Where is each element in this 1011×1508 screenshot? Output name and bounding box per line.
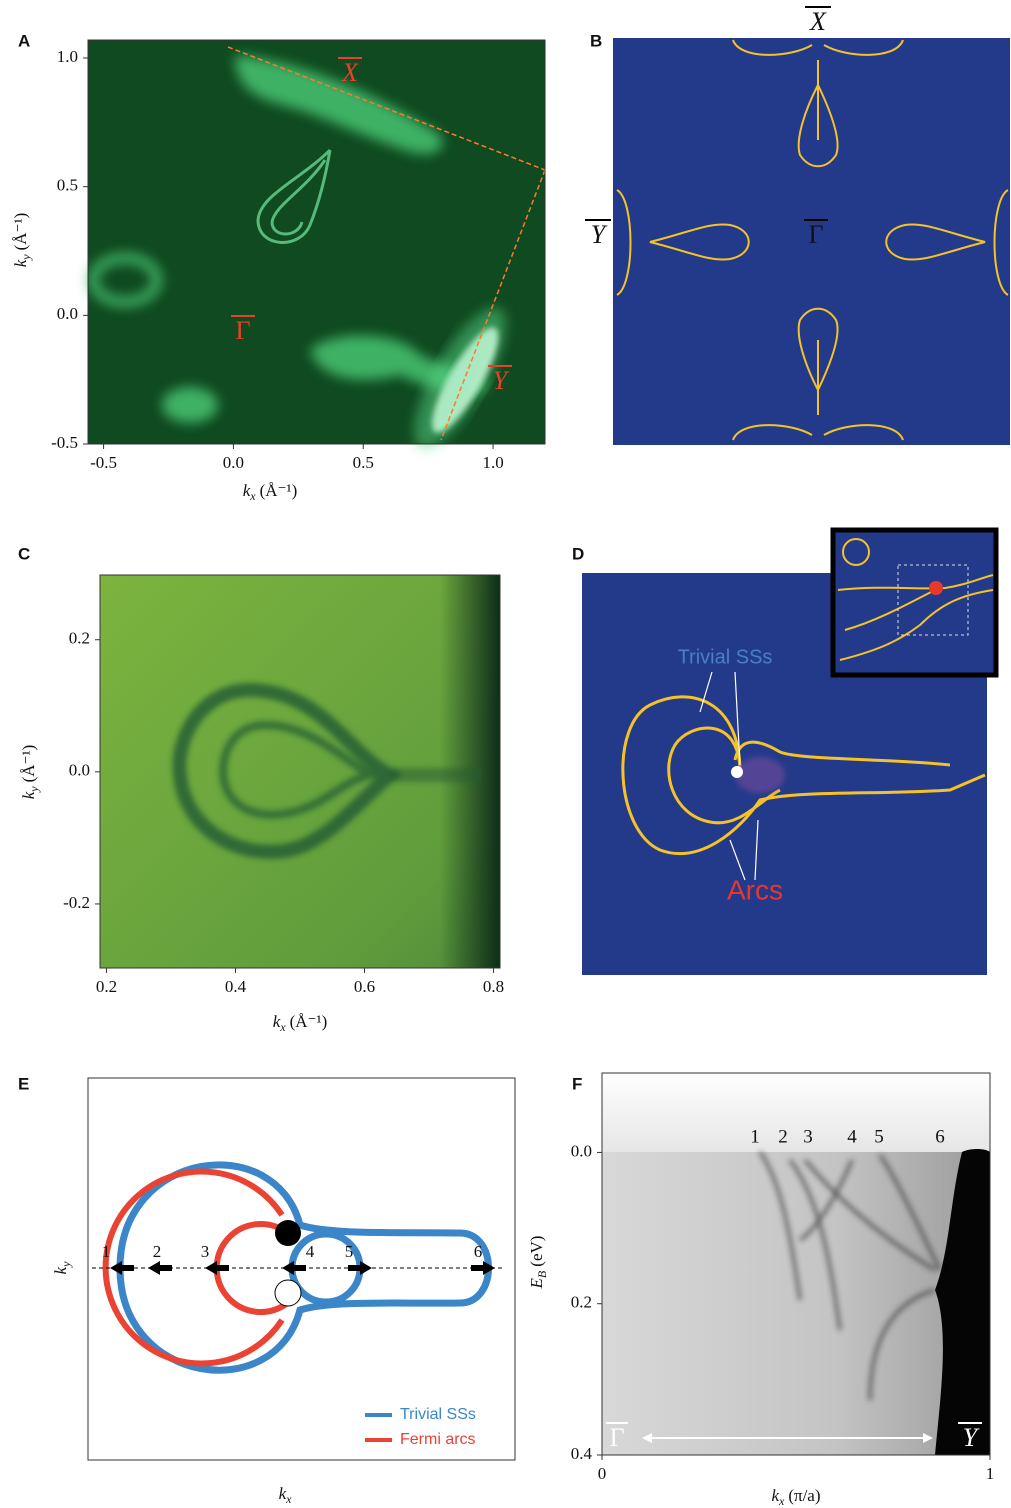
d-annotation: Trivial SSs bbox=[678, 646, 773, 668]
y-label: ky bbox=[51, 1261, 73, 1275]
axis-symbol: k bbox=[11, 259, 30, 267]
axis-symbol: k bbox=[771, 1486, 779, 1505]
f-annotation: 2 bbox=[778, 1126, 788, 1147]
d-annotation: Arcs bbox=[727, 874, 783, 905]
panel-b-image bbox=[613, 38, 1010, 445]
a-annotation: X bbox=[341, 58, 359, 87]
y-label: EB (eV) bbox=[527, 1236, 549, 1290]
y-tick-label: 0.5 bbox=[57, 176, 78, 195]
plot-frame bbox=[87, 39, 546, 445]
x-label: kx bbox=[279, 1484, 293, 1506]
a-annotation: Γ bbox=[235, 316, 250, 345]
axis-unit: (Å⁻¹) bbox=[260, 481, 298, 500]
axis-symbol: k bbox=[273, 1012, 281, 1031]
axis-unit: (Å⁻¹) bbox=[290, 1012, 328, 1031]
panel-label: B bbox=[590, 31, 602, 50]
plot-frame bbox=[601, 1072, 991, 1456]
axis-subscript: x bbox=[778, 1494, 785, 1508]
panel-label: A bbox=[18, 31, 30, 50]
y-tick-label: 0.0 bbox=[69, 761, 90, 780]
x-label: kx (Å⁻¹) bbox=[273, 1012, 328, 1034]
axis-symbol: k bbox=[243, 481, 251, 500]
axis-symbol: k bbox=[19, 791, 38, 799]
axis-subscript: y bbox=[27, 786, 41, 793]
x-tick-label: 0.0 bbox=[223, 453, 244, 472]
e-annotation: 6 bbox=[474, 1242, 483, 1261]
axis-symbol: E bbox=[527, 1277, 546, 1289]
panel-label: C bbox=[18, 544, 30, 563]
annotations: X Γ Y X Y Γ 1 2 3 4 5 6 1 2 3 4 5 6 Γ Y bbox=[102, 6, 982, 1452]
axis-unit: (eV) bbox=[527, 1236, 546, 1267]
panel-label: F bbox=[572, 1074, 582, 1093]
y-tick-label: 0.0 bbox=[571, 1141, 592, 1160]
y-tick-label: 1.0 bbox=[57, 47, 78, 66]
x-label: kx (Å⁻¹) bbox=[243, 481, 298, 503]
y-tick-label: -0.2 bbox=[63, 893, 90, 912]
b-annotation: Γ bbox=[808, 220, 823, 249]
x-tick-label: 0 bbox=[598, 1464, 607, 1483]
panel-label: D bbox=[572, 544, 584, 563]
f-annotation: 6 bbox=[935, 1126, 945, 1147]
y-tick-label: 0.4 bbox=[571, 1444, 593, 1463]
panel-d-image: Trivial SSs Arcs bbox=[582, 527, 999, 975]
axis-symbol: k bbox=[279, 1484, 287, 1503]
f-annotation: Y bbox=[963, 1423, 980, 1452]
x-tick-label: 0.6 bbox=[354, 977, 375, 996]
legend-entry: Trivial SSs bbox=[400, 1406, 476, 1423]
b-annotation: X bbox=[809, 7, 827, 36]
axis-unit: (Å⁻¹) bbox=[11, 213, 30, 251]
x-label: kx (π/a) bbox=[771, 1486, 820, 1508]
panel-f-image bbox=[601, 1072, 991, 1456]
a-annotation: Y bbox=[493, 366, 510, 395]
x-tick-label: 1 bbox=[986, 1464, 995, 1483]
panel-c-image bbox=[100, 575, 500, 968]
f-annotation: 5 bbox=[874, 1126, 884, 1147]
axis-subscript: x bbox=[285, 1492, 292, 1506]
y-label: ky (Å⁻¹) bbox=[19, 745, 41, 800]
f-annotation: 4 bbox=[847, 1126, 857, 1147]
x-tick-label: 0.8 bbox=[483, 977, 504, 996]
axis-symbol: k bbox=[51, 1266, 70, 1274]
x-tick-label: 1.0 bbox=[482, 453, 503, 472]
x-tick-label: 0.4 bbox=[225, 977, 247, 996]
f-annotation: 3 bbox=[803, 1126, 813, 1147]
axis-unit: (Å⁻¹) bbox=[19, 745, 38, 783]
panel-label: E bbox=[18, 1074, 29, 1093]
axis-subscript: x bbox=[249, 489, 256, 503]
y-tick-label: 0.2 bbox=[571, 1293, 592, 1312]
y-tick-label: -0.5 bbox=[51, 433, 78, 452]
axis-subscript: y bbox=[59, 1261, 73, 1268]
e-annotation: 1 bbox=[102, 1242, 111, 1261]
axis-subscript: B bbox=[535, 1270, 549, 1278]
y-tick-label: 0.0 bbox=[57, 304, 78, 323]
e-annotation: 2 bbox=[153, 1242, 162, 1261]
x-tick-label: 0.2 bbox=[96, 977, 117, 996]
e-annotation: 5 bbox=[345, 1242, 354, 1261]
panel-e-schematic: Trivial SSs Fermi arcs bbox=[87, 1077, 516, 1461]
x-tick-label: 0.5 bbox=[353, 453, 374, 472]
x-tick-label: -0.5 bbox=[90, 453, 117, 472]
e-annotation: 4 bbox=[306, 1242, 315, 1261]
f-annotation: 1 bbox=[750, 1126, 760, 1147]
axis-unit: (π/a) bbox=[788, 1486, 820, 1505]
axis-subscript: y bbox=[19, 254, 33, 261]
f-annotation: Γ bbox=[609, 1423, 624, 1452]
legend-entry: Fermi arcs bbox=[400, 1431, 476, 1448]
y-label: ky (Å⁻¹) bbox=[11, 213, 33, 268]
panel-a-image bbox=[87, 39, 546, 449]
y-tick-label: 0.2 bbox=[69, 629, 90, 648]
b-annotation: Y bbox=[591, 220, 608, 249]
e-annotation: 3 bbox=[201, 1242, 210, 1261]
axis-subscript: x bbox=[279, 1020, 286, 1034]
